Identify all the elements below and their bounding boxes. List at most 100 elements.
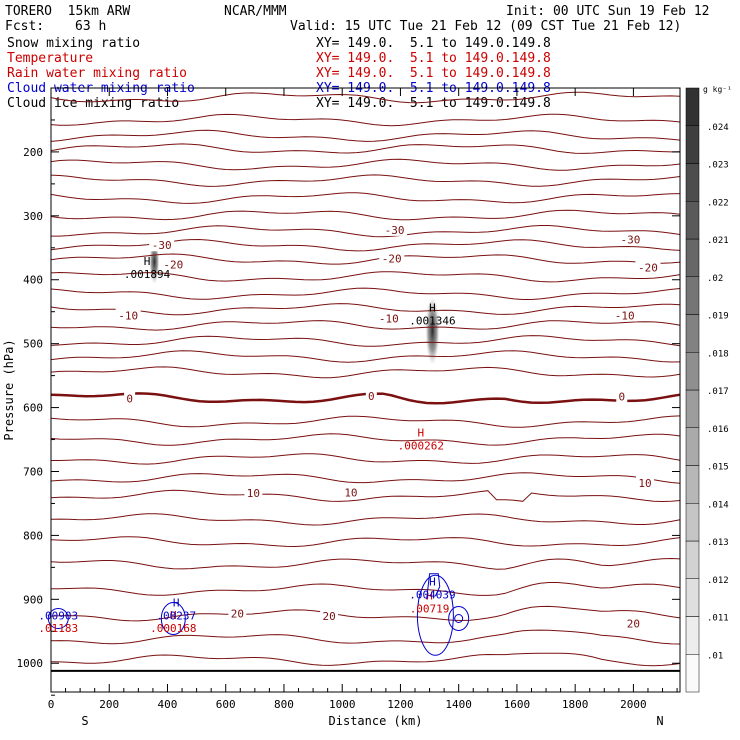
y-tick-label: 1000 bbox=[17, 657, 44, 670]
temperature-contour-label: -30 bbox=[152, 239, 172, 252]
temperature-contour-label: 10 bbox=[344, 487, 357, 500]
snow-shading bbox=[425, 296, 440, 365]
direction-north: N bbox=[656, 714, 663, 728]
isotherm-line bbox=[50, 557, 681, 570]
isotherm-line bbox=[51, 453, 681, 465]
y-tick-label: 800 bbox=[23, 529, 43, 542]
y-tick-label: 600 bbox=[23, 402, 43, 415]
y-tick-label: 500 bbox=[23, 338, 43, 351]
field-info-rain: XY= 149.0. 5.1 to 149.0.149.8 bbox=[316, 66, 551, 81]
temperature-label-bg bbox=[612, 308, 638, 322]
init-time: Init: 00 UTC Sun 19 Feb 12 bbox=[506, 4, 710, 19]
isotherm-line bbox=[50, 253, 681, 265]
y-tick-label: 300 bbox=[23, 210, 43, 223]
isotherm-line bbox=[50, 392, 681, 405]
x-tick-label: 1600 bbox=[504, 698, 531, 711]
x-tick-label: 1800 bbox=[562, 698, 589, 711]
isotherm-line bbox=[50, 129, 681, 142]
temperature-contour-label: -10 bbox=[118, 310, 138, 323]
temperature-label-bg bbox=[379, 251, 405, 265]
isotherm-line bbox=[50, 366, 681, 379]
center-title: NCAR/MMM bbox=[224, 4, 287, 19]
direction-south: S bbox=[81, 714, 88, 728]
cloud-water-contour bbox=[448, 605, 470, 631]
isotherm-line bbox=[50, 303, 681, 316]
isotherm-line bbox=[51, 582, 681, 596]
isotherm-line bbox=[50, 433, 681, 446]
extremum-high-marker: H bbox=[170, 609, 177, 622]
colorbar-tick-label: .022 bbox=[707, 198, 729, 208]
isotherm-line bbox=[50, 629, 681, 645]
extremum-high-marker: H bbox=[173, 597, 180, 610]
isotherm-line bbox=[51, 225, 681, 238]
temperature-contour-label: 20 bbox=[231, 607, 244, 620]
isotherm-line bbox=[50, 415, 681, 428]
isotherm-line bbox=[50, 536, 681, 548]
temperature-contour-label: 20 bbox=[322, 610, 335, 623]
temperature-label-bg bbox=[617, 232, 643, 246]
extremum-value-label: .00903 bbox=[38, 610, 78, 623]
temperature-contour-label: 0 bbox=[368, 390, 375, 403]
temperature-contour-label: -20 bbox=[382, 253, 402, 266]
colorbar-tick-label: .016 bbox=[707, 425, 729, 435]
temperature-contour-label: 0 bbox=[126, 393, 133, 406]
colorbar-segment bbox=[685, 389, 700, 428]
temperature-label-bg bbox=[365, 389, 377, 403]
extremum-value-label: .000168 bbox=[150, 622, 196, 635]
field-name-snow: Snow mixing ratio bbox=[7, 36, 141, 51]
colorbar-segment bbox=[685, 314, 700, 353]
colorbar-tick-label: .021 bbox=[707, 236, 729, 246]
isotherm-line bbox=[50, 350, 681, 363]
temperature-label-bg bbox=[341, 485, 360, 499]
isotherm-line bbox=[50, 652, 681, 667]
temperature-contour-label: -10 bbox=[615, 310, 635, 323]
temperature-label-bg bbox=[616, 389, 628, 403]
y-axis-label: Pressure (hPa) bbox=[2, 339, 16, 440]
x-tick-label: 1400 bbox=[445, 698, 472, 711]
x-tick-label: 2000 bbox=[620, 698, 647, 711]
colorbar-segment bbox=[685, 125, 700, 164]
y-tick-label: 700 bbox=[23, 465, 43, 478]
temperature-label-bg bbox=[320, 608, 339, 622]
colorbar-segment bbox=[685, 427, 700, 466]
colorbar-tick-label: .023 bbox=[707, 161, 729, 171]
field-info-temperature: XY= 149.0. 5.1 to 149.0.149.8 bbox=[316, 51, 551, 66]
colorbar-tick-label: .024 bbox=[707, 123, 729, 133]
colorbar-unit: g kg⁻¹ bbox=[703, 85, 732, 94]
isotherm-line bbox=[50, 271, 681, 283]
colorbar-segment bbox=[685, 540, 700, 579]
isotherm-line bbox=[50, 143, 681, 154]
colorbar-tick-label: .011 bbox=[707, 614, 729, 624]
extremum-value-label: .004039 bbox=[409, 589, 455, 602]
x-axis-label: Distance (km) bbox=[329, 714, 423, 728]
y-tick-label: 400 bbox=[23, 274, 43, 287]
y-tick-label: 200 bbox=[23, 146, 43, 159]
temperature-label-bg bbox=[124, 391, 136, 405]
temperature-contour-label: 10 bbox=[247, 487, 260, 500]
forecast-hour: 63 h bbox=[75, 19, 107, 34]
isotherm-line bbox=[50, 287, 681, 300]
cloud-water-contour bbox=[426, 573, 441, 600]
temperature-label-bg bbox=[636, 475, 655, 489]
colorbar-segment bbox=[685, 238, 700, 277]
temperature-label-bg bbox=[624, 616, 643, 630]
x-tick-label: 400 bbox=[158, 698, 178, 711]
colorbar-tick-label: .014 bbox=[707, 500, 729, 510]
temperature-contour-label: 20 bbox=[627, 618, 640, 631]
colorbar-segment bbox=[685, 201, 700, 240]
isotherm-line bbox=[50, 513, 681, 526]
temperature-contour-label: -10 bbox=[379, 313, 399, 326]
extremum-value-label: .001346 bbox=[409, 314, 455, 327]
extremum-high-marker: H bbox=[418, 427, 425, 440]
extremum-high-marker: H bbox=[426, 590, 433, 603]
isotherm-line bbox=[50, 174, 681, 187]
colorbar-tick-label: .02 bbox=[707, 274, 723, 284]
extremum-high-marker: H bbox=[429, 576, 436, 589]
extremum-value-label: .00719 bbox=[410, 603, 450, 616]
colorbar-segment bbox=[685, 654, 700, 693]
colorbar-tick-label: .019 bbox=[707, 312, 729, 322]
temperature-label-bg bbox=[228, 606, 247, 620]
temperature-label-bg bbox=[115, 308, 141, 322]
model-title: TORERO 15km ARW bbox=[5, 4, 131, 19]
